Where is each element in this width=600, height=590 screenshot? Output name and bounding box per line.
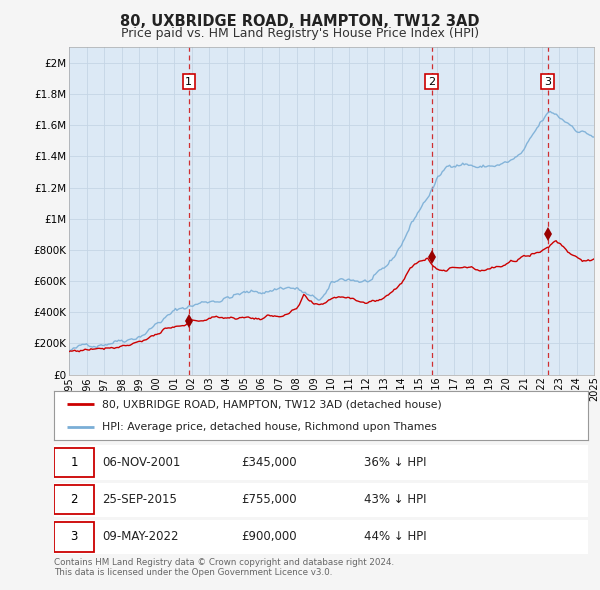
Text: £755,000: £755,000 <box>241 493 296 506</box>
Text: Contains HM Land Registry data © Crown copyright and database right 2024.
This d: Contains HM Land Registry data © Crown c… <box>54 558 394 577</box>
Text: 1: 1 <box>185 77 193 87</box>
FancyBboxPatch shape <box>54 485 94 514</box>
Text: HPI: Average price, detached house, Richmond upon Thames: HPI: Average price, detached house, Rich… <box>102 422 437 432</box>
Text: 09-MAY-2022: 09-MAY-2022 <box>102 530 179 543</box>
Text: 25-SEP-2015: 25-SEP-2015 <box>102 493 177 506</box>
FancyBboxPatch shape <box>54 448 94 477</box>
Text: 06-NOV-2001: 06-NOV-2001 <box>102 456 181 469</box>
Text: 2: 2 <box>70 493 78 506</box>
Text: 80, UXBRIDGE ROAD, HAMPTON, TW12 3AD: 80, UXBRIDGE ROAD, HAMPTON, TW12 3AD <box>120 14 480 28</box>
Text: 43% ↓ HPI: 43% ↓ HPI <box>364 493 426 506</box>
FancyBboxPatch shape <box>54 522 94 552</box>
Text: 36% ↓ HPI: 36% ↓ HPI <box>364 456 426 469</box>
Text: 3: 3 <box>70 530 78 543</box>
Text: £345,000: £345,000 <box>241 456 296 469</box>
Text: £900,000: £900,000 <box>241 530 296 543</box>
Text: 2: 2 <box>428 77 436 87</box>
Text: 80, UXBRIDGE ROAD, HAMPTON, TW12 3AD (detached house): 80, UXBRIDGE ROAD, HAMPTON, TW12 3AD (de… <box>102 399 442 409</box>
Text: 1: 1 <box>70 456 78 469</box>
Text: 3: 3 <box>544 77 551 87</box>
Text: Price paid vs. HM Land Registry's House Price Index (HPI): Price paid vs. HM Land Registry's House … <box>121 27 479 40</box>
Text: 44% ↓ HPI: 44% ↓ HPI <box>364 530 427 543</box>
